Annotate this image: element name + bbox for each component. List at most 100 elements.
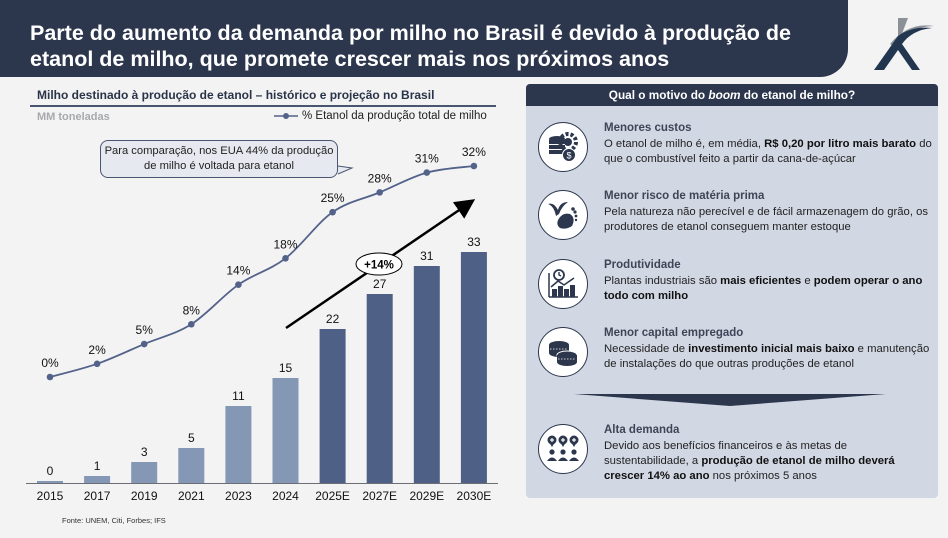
x-tick-label: 2027E [362, 489, 397, 503]
body-text: do que o combustível feito a partir da c… [604, 138, 932, 165]
source-note: Fonte: UNEM, Citi, Forbes; IFS [62, 516, 166, 525]
x-tick-label: 2021 [178, 489, 205, 503]
reason-title: Menores custos [604, 122, 692, 134]
bar-2027E [366, 294, 393, 483]
bar-value-label: 0 [47, 464, 54, 478]
conclusion-arrow-divider [574, 394, 886, 406]
header-emphasis: boom [708, 88, 741, 102]
line-value-label: 0% [41, 356, 59, 370]
bar-2029E [413, 266, 440, 483]
svg-text:$: $ [566, 151, 571, 161]
bar-2024 [272, 378, 299, 483]
bar-value-label: 33 [467, 235, 481, 249]
body-text: Devido aos benefícios financeiros e às m… [604, 440, 848, 467]
people-demand-icon [538, 424, 588, 474]
reason-title: Alta demanda [604, 424, 680, 436]
reason-text: Plantas industriais são mais eficientes … [604, 274, 932, 304]
bar-2015 [37, 481, 63, 483]
y-axis-unit-label: MM toneladas [37, 111, 110, 123]
line-point-2029E [423, 169, 431, 176]
productivity-chart-icon [538, 259, 588, 309]
reason-text: Necessidade de investimento inicial mais… [604, 342, 932, 372]
reason-text: O etanol de milho é, em média, R$ 0,20 p… [604, 137, 932, 167]
line-value-label: 5% [136, 323, 154, 337]
line-point-2027E [376, 189, 384, 196]
x-tick-label: 2017 [84, 489, 111, 503]
reason-title: Menor capital empregado [604, 327, 744, 339]
line-point-2019 [140, 340, 148, 348]
comparison-callout: Para comparação, nos EUA 44% da produção… [100, 140, 338, 178]
line-point-2023 [235, 281, 242, 288]
line-value-label: 28% [368, 171, 392, 185]
x-tick-label: 2019 [131, 489, 158, 503]
highlight-text: podem operar o ano todo com milho [604, 275, 923, 302]
highlight-text: investimento inicial mais baixo [688, 343, 855, 355]
body-text: e manutenção de instalações do que outra… [604, 343, 930, 370]
line-point-2030E [470, 162, 478, 170]
callout-pointer [337, 165, 354, 175]
reason-title: Produtividade [604, 259, 681, 271]
x-tick-label: 2030E [457, 489, 492, 503]
line-value-label: 18% [273, 237, 297, 251]
coins-gear-icon: $ [538, 122, 588, 172]
coin-stack-icon [538, 327, 588, 377]
bar-2030E [460, 252, 487, 483]
highlight-text: produção de etanol de milho deverá cresc… [604, 455, 895, 482]
chart-title-divider [30, 105, 496, 107]
line-value-label: 8% [183, 303, 201, 317]
line-point-2017 [93, 360, 101, 368]
body-text: Plantas industriais são [604, 275, 721, 287]
plant-footprint-icon [538, 190, 588, 240]
legend-entry: % Etanol da produção total de milho [302, 110, 487, 122]
bar-value-label: 3 [141, 445, 148, 459]
bar-value-label: 11 [232, 389, 245, 403]
line-value-label: 25% [321, 191, 345, 205]
reason-text: Pela natureza não perecível e de fácil a… [604, 205, 932, 235]
bar-value-label: 15 [279, 361, 293, 375]
legend-line-marker-icon [274, 113, 298, 119]
x-tick-label: 2015 [37, 489, 64, 503]
line-value-label: 32% [462, 145, 486, 159]
body-text: nos próximos 5 anos [709, 470, 817, 482]
bar-2025E [319, 329, 346, 483]
highlight-text: mais eficientes [720, 275, 802, 287]
bar-2023 [225, 406, 252, 483]
growth-rate-badge: +14% [355, 252, 403, 276]
company-logo-icon [874, 18, 934, 70]
body-text: e [801, 275, 814, 287]
bar-value-label: 27 [373, 277, 387, 291]
reason-title: Menor risco de matéria prima [604, 190, 765, 202]
line-value-label: 14% [226, 264, 250, 278]
bar-2021 [178, 448, 205, 483]
line-point-2015 [46, 373, 54, 381]
bar-value-label: 31 [420, 249, 434, 263]
bar-value-label: 1 [94, 459, 101, 473]
chart-title: Milho destinado à produção de etanol – h… [37, 88, 435, 102]
line-point-2021 [188, 320, 195, 328]
body-text: O etanol de milho é, em média, [604, 138, 765, 150]
line-point-2024 [282, 255, 289, 262]
line-value-label: 2% [88, 343, 106, 357]
x-tick-label: 2023 [225, 489, 252, 503]
line-point-2025E [329, 208, 336, 216]
x-tick-label: 2024 [272, 489, 299, 503]
x-tick-label: 2029E [409, 489, 444, 503]
reason-text: Devido aos benefícios financeiros e às m… [604, 439, 932, 484]
body-text: Pela natureza não perecível e de fácil a… [604, 206, 929, 233]
bar-2017 [84, 476, 111, 483]
bar-value-label: 22 [326, 312, 340, 326]
page-title: Parte do aumento da demanda por milho no… [30, 21, 791, 71]
x-tick-label: 2025E [315, 489, 350, 503]
reasons-panel-header: Qual o motivo do boom do etanol de milho… [526, 84, 938, 106]
chart-canvas: 0 2015 1 2017 3 2019 5 2021 11 2023 15 2024 22 2025E 2… [26, 145, 498, 503]
growth-rate-label: +14% [364, 260, 394, 272]
title-banner [0, 0, 848, 77]
bar-2019 [131, 462, 158, 483]
bar-value-label: 5 [188, 431, 195, 445]
body-text: Necessidade de [604, 343, 689, 355]
reasons-panel [526, 84, 938, 498]
highlight-text: R$ 0,20 por litro mais barato [764, 138, 917, 150]
percent-line [49, 165, 475, 378]
chart-legend: % Etanol da produção total de milho [274, 110, 487, 122]
line-value-label: 31% [415, 152, 439, 166]
